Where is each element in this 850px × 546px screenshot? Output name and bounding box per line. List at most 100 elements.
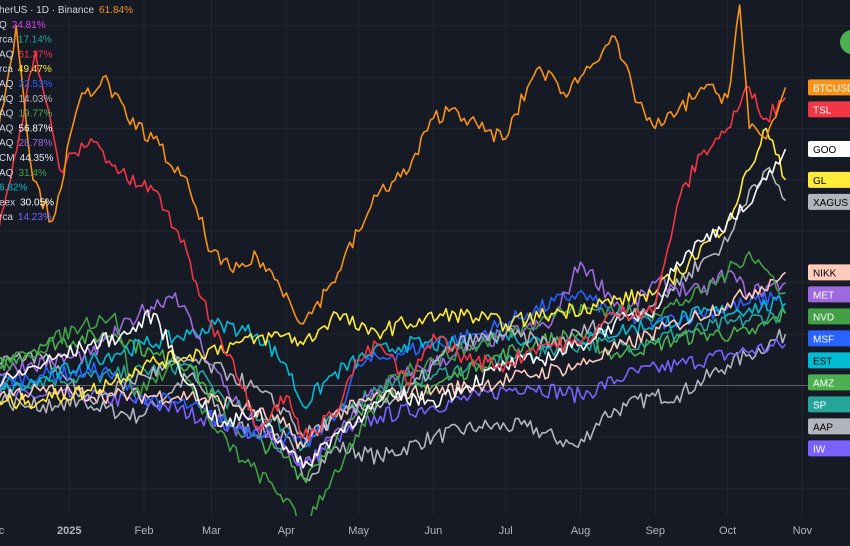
price-tag-stoxx50[interactable]: EST (808, 352, 850, 369)
price-tag-googl[interactable]: GOO (808, 141, 850, 158)
legend-row-7[interactable]: AQ 19.77% (0, 109, 52, 120)
series-line-googl[interactable] (0, 148, 787, 469)
legend-value: 14.03% (18, 94, 52, 105)
price-tags: BTCUSD TSL GOO GL XAGUS NIKK MET NVD MSF EST AMZ SP… (808, 79, 850, 457)
price-tag-iwm[interactable]: IW (808, 440, 850, 457)
legend-row-8[interactable]: AQ 56.87% (0, 123, 52, 134)
legend-value: 44.35% (20, 153, 54, 164)
price-tag-label: EST (813, 356, 832, 367)
legend-value: 61.37% (18, 49, 52, 60)
time-axis: Dec 2025 Feb Mar Apr May Jun Jul Aug Sep Oct Nov (0, 525, 813, 537)
legend-value: 22.53% (18, 79, 52, 90)
legend-row-6[interactable]: AQ 14.03% (0, 94, 52, 105)
series-line-nvda[interactable] (0, 251, 786, 531)
x-tick-label-2: Feb (135, 525, 154, 537)
green-status-icon[interactable] (840, 30, 850, 54)
x-tick-label-0: Dec (0, 525, 5, 537)
price-tag-msft[interactable]: MSF (808, 330, 850, 347)
legend-value: 28.78% (18, 138, 52, 149)
series-line-meta[interactable] (0, 261, 786, 469)
legend: herUS · 1D · Binance 61.84% Q 24.81% rca 17.1… (0, 5, 133, 223)
legend-row-12[interactable]: 6.82% (0, 183, 27, 194)
legend-label: AQ (0, 138, 14, 149)
price-tag-amzn[interactable]: AMZ (808, 374, 850, 391)
price-tag-tsla[interactable]: TSL (808, 101, 850, 118)
price-tag-label: GOO (813, 145, 837, 156)
legend-row-10[interactable]: CM 44.35% (0, 153, 54, 164)
price-tag-label: AMZ (813, 378, 834, 389)
legend-label: AQ (0, 123, 14, 134)
legend-label: AQ (0, 49, 14, 60)
price-tag-label: SP (813, 400, 827, 411)
x-tick-label-9: Sep (645, 525, 665, 537)
series-line-stoxx50[interactable] (0, 295, 787, 410)
series-line-gld[interactable] (0, 127, 787, 410)
legend-value: 61.84% (99, 5, 133, 16)
legend-label: AQ (0, 109, 14, 120)
x-tick-label-4: Apr (278, 525, 295, 537)
x-tick-label-3: Mar (202, 525, 221, 537)
legend-value: 14.23% (18, 212, 52, 223)
legend-label: AQ (0, 79, 14, 90)
x-tick-label-11: Nov (793, 525, 813, 537)
x-tick-label-10: Oct (719, 525, 736, 537)
legend-row-13[interactable]: eex 30.05% (0, 197, 54, 208)
legend-row-14[interactable]: rca 14.23% (0, 212, 52, 223)
time-axis-band (0, 516, 850, 541)
price-tag-label: BTCUSD (813, 83, 850, 94)
legend-label: rca (0, 64, 13, 75)
legend-row-1[interactable]: Q 24.81% (0, 20, 46, 31)
legend-row-2[interactable]: rca 17.14% (0, 35, 52, 46)
x-tick-label-7: Jul (499, 525, 513, 537)
x-tick-label-6: Jun (425, 525, 443, 537)
price-tag-gld[interactable]: GL (808, 171, 850, 188)
price-tag-n225[interactable]: NIKK (808, 264, 850, 281)
price-tag-label: IW (813, 444, 826, 455)
grid-layer (0, 0, 850, 516)
price-tag-meta[interactable]: MET (808, 286, 850, 303)
legend-value: 24.81% (12, 20, 46, 31)
legend-row-0[interactable]: herUS · 1D · Binance 61.84% (0, 5, 133, 16)
x-tick-label-8: Aug (571, 525, 591, 537)
price-tag-label: NIKK (813, 268, 837, 279)
price-tag-label: XAGUS (813, 198, 848, 209)
series-line-xagusd[interactable] (0, 166, 787, 441)
legend-row-3[interactable]: AQ 61.37% (0, 49, 52, 60)
legend-value: 30.05% (20, 197, 54, 208)
price-tag-label: TSL (813, 105, 832, 116)
legend-label: AQ (0, 168, 14, 179)
legend-label: rca (0, 35, 13, 46)
legend-value: 6.82% (0, 183, 27, 194)
legend-label: herUS · 1D · Binance (0, 5, 94, 16)
legend-label: CM (0, 153, 15, 164)
series-line-aapl[interactable] (0, 328, 787, 482)
series-layer (0, 4, 787, 531)
x-tick-label-5: May (348, 525, 369, 537)
series-line-btcusd[interactable] (0, 4, 787, 325)
price-tag-label: GL (813, 176, 827, 187)
legend-label: Q (0, 20, 7, 31)
legend-row-11[interactable]: AQ 31.4% (0, 168, 47, 179)
legend-value: 17.14% (18, 35, 52, 46)
legend-row-4[interactable]: rca 49.47% (0, 64, 52, 75)
price-tag-aapl[interactable]: AAP (808, 418, 850, 435)
legend-label: rca (0, 212, 13, 223)
legend-row-5[interactable]: AQ 22.53% (0, 79, 52, 90)
price-tag-label: MSF (813, 334, 834, 345)
price-tag-spx[interactable]: SP (808, 396, 850, 413)
legend-value: 19.77% (18, 109, 52, 120)
price-tag-label: NVD (813, 312, 834, 323)
x-tick-label-1: 2025 (57, 525, 81, 537)
legend-value: 31.4% (18, 168, 46, 179)
series-line-tsla[interactable] (0, 50, 787, 442)
legend-label: AQ (0, 94, 14, 105)
legend-value: 49.47% (18, 64, 52, 75)
price-tag-label: MET (813, 290, 834, 301)
price-tag-nvda[interactable]: NVD (808, 308, 850, 325)
price-tag-btcusd[interactable]: BTCUSD (808, 79, 850, 96)
legend-row-9[interactable]: AQ 28.78% (0, 138, 52, 149)
price-tag-label: AAP (813, 422, 833, 433)
price-tag-xagusd[interactable]: XAGUS (808, 193, 850, 210)
